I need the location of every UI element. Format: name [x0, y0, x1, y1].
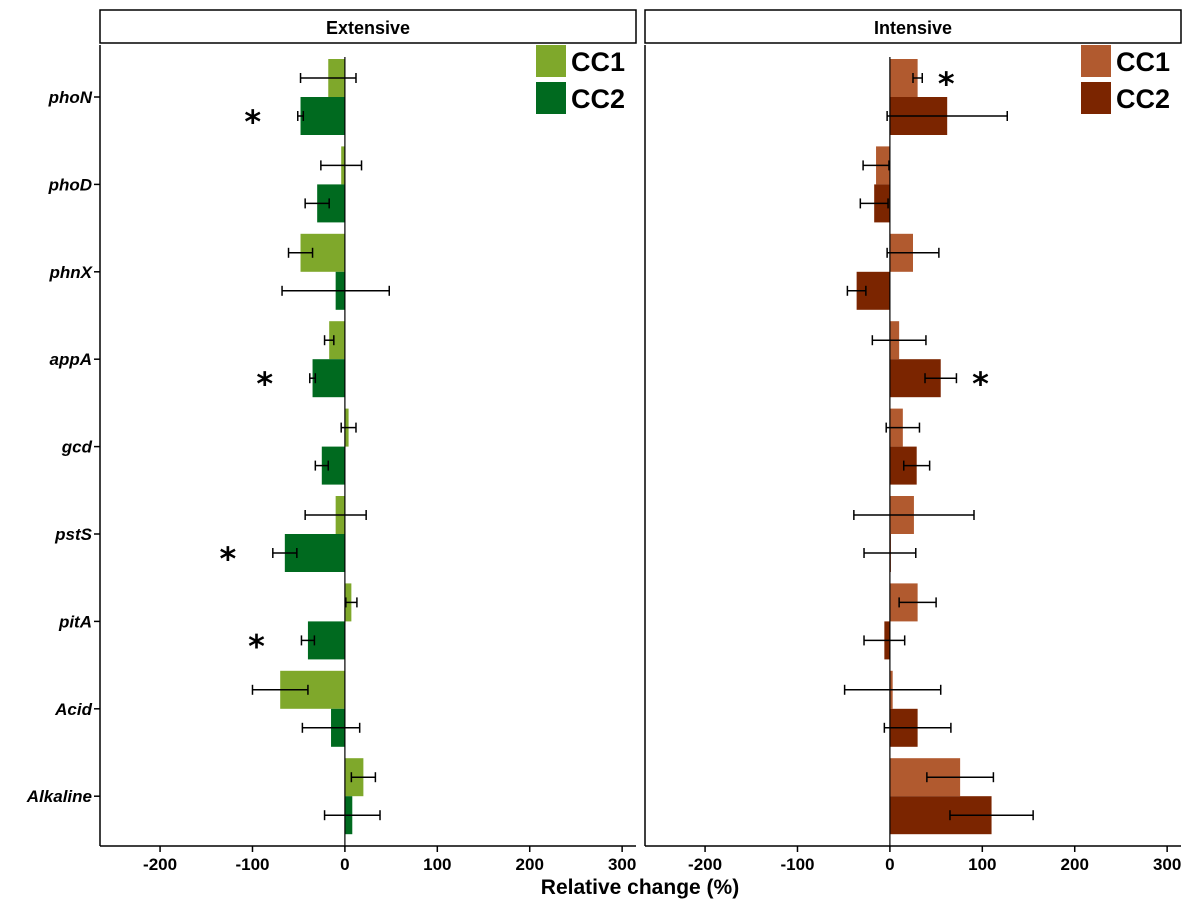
- category-label: phoN: [48, 88, 93, 107]
- series-cc2: *: [847, 97, 1033, 834]
- legend-label: CC1: [1116, 47, 1170, 77]
- x-tick-label: 0: [885, 855, 894, 874]
- legend-label: CC2: [571, 84, 625, 114]
- legend-swatch: [536, 82, 566, 114]
- facet-title: Intensive: [874, 18, 952, 38]
- legend-swatch: [536, 45, 566, 77]
- series-cc1: *: [845, 59, 994, 796]
- category-label: phoD: [48, 175, 92, 194]
- x-tick-label: 300: [1153, 855, 1181, 874]
- x-tick-label: -200: [143, 855, 177, 874]
- legend-label: CC2: [1116, 84, 1170, 114]
- facet-title: Extensive: [326, 18, 410, 38]
- category-label: Alkaline: [26, 787, 92, 806]
- x-tick-label: 200: [1061, 855, 1089, 874]
- bar: [301, 97, 345, 135]
- category-label: pitA: [58, 612, 92, 631]
- legend-swatch: [1081, 82, 1111, 114]
- category-label: phnX: [49, 263, 94, 282]
- x-tick-label: -200: [688, 855, 722, 874]
- category-label: appA: [50, 350, 93, 369]
- legend-swatch: [1081, 45, 1111, 77]
- series-cc2: * * * *: [219, 97, 389, 834]
- x-tick-label: 100: [423, 855, 451, 874]
- error-bar: [282, 286, 389, 296]
- x-axis-title: Relative change (%): [541, 876, 739, 899]
- significance-marker: *: [972, 365, 989, 403]
- series-cc1: [252, 59, 375, 796]
- significance-marker: *: [244, 103, 261, 141]
- bar: [313, 359, 345, 397]
- error-bar: [325, 810, 380, 820]
- x-tick-label: -100: [780, 855, 814, 874]
- x-tick-label: -100: [235, 855, 269, 874]
- x-tick-label: 100: [968, 855, 996, 874]
- significance-marker: *: [219, 540, 236, 578]
- category-label: Acid: [54, 700, 92, 719]
- chart-panels: Extensive****-200 -100 0 100 200 300CC1CC2Int…: [100, 10, 1181, 874]
- significance-marker: *: [256, 365, 273, 403]
- error-bar: [864, 635, 905, 645]
- x-tick-label: 0: [340, 855, 349, 874]
- category-label: gcd: [61, 438, 93, 457]
- x-tick-label: 300: [608, 855, 636, 874]
- category-label: pstS: [54, 525, 93, 544]
- significance-marker: *: [248, 627, 265, 665]
- legend-label: CC1: [571, 47, 625, 77]
- category-labels: phoN phoD phnX appA gcd pstS pitA Acid Alkaline: [26, 88, 100, 806]
- x-tick-label: 200: [516, 855, 544, 874]
